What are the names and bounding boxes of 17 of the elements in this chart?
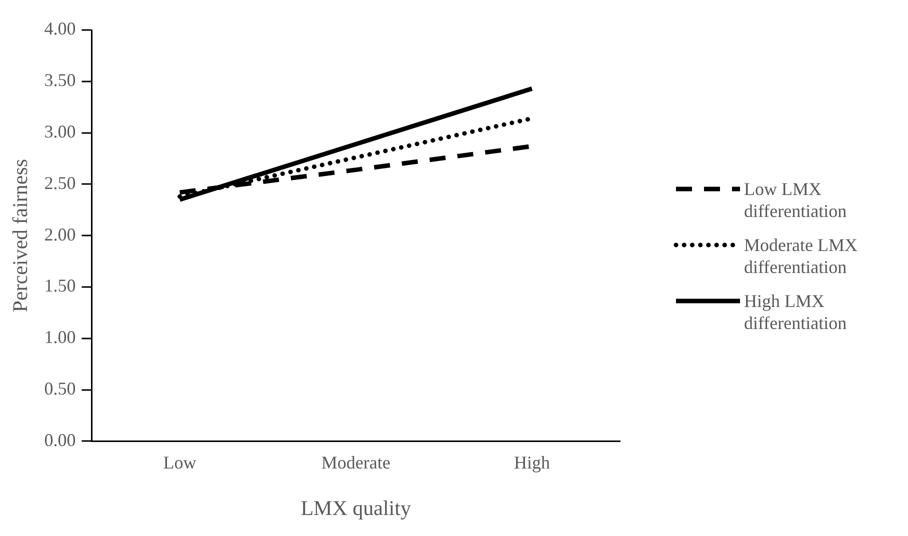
x-axis-title: LMX quality [300,496,412,520]
y-tick-label: 2.00 [44,224,76,244]
y-tick-label: 0.00 [44,430,76,450]
legend-label: Low LMX differentiation [744,178,848,222]
x-tick-label: Low [163,452,196,473]
y-tick-label: 1.50 [44,276,76,296]
legend-label: Moderate LMX differentiation [744,234,858,278]
y-tick-label: 4.00 [44,18,76,39]
x-tick-label: Moderate [321,452,390,473]
y-axis-title: Perceived fairness [8,158,32,312]
y-tick-label: 3.00 [44,122,76,142]
legend-label: High LMX differentiation [744,290,848,334]
y-tick-label: 2.50 [44,172,76,193]
x-tick-label: High [514,452,550,473]
y-tick-label: 1.00 [44,327,76,348]
y-tick-label: 0.50 [44,378,76,399]
y-tick-label: 3.50 [44,70,76,90]
